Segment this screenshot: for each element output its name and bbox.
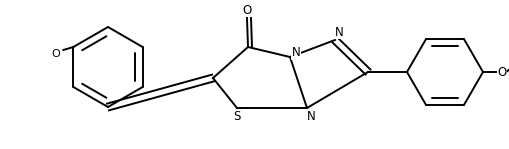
Text: N: N bbox=[306, 110, 316, 122]
Text: O: O bbox=[497, 66, 506, 79]
Text: O: O bbox=[242, 3, 251, 17]
Text: N: N bbox=[334, 25, 344, 38]
Text: S: S bbox=[233, 110, 241, 122]
Text: O: O bbox=[51, 49, 60, 59]
Text: N: N bbox=[292, 46, 300, 59]
